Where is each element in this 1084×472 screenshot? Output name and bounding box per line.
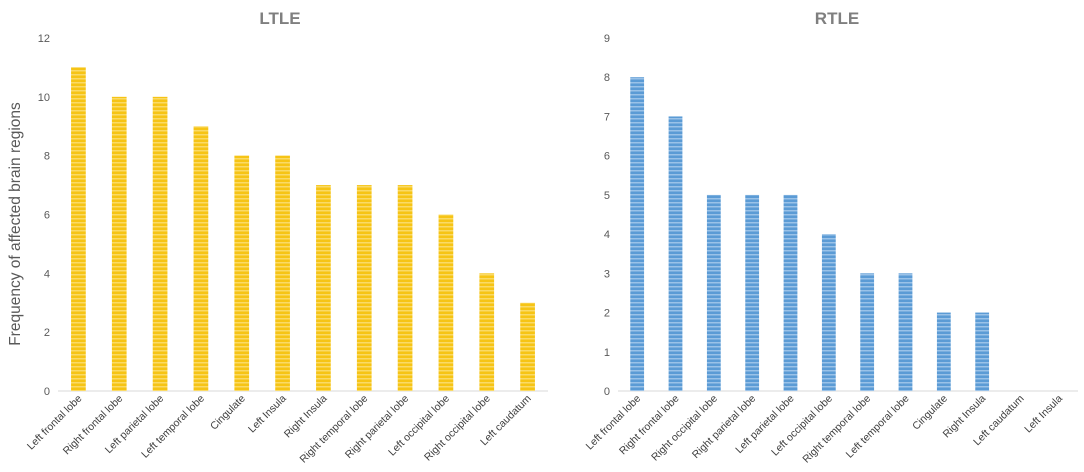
bar bbox=[193, 126, 209, 391]
y-tick-label: 5 bbox=[604, 190, 610, 202]
y-tick-label: 7 bbox=[604, 111, 610, 123]
x-tick-label: Right occipital lobe bbox=[649, 393, 720, 464]
x-tick-label: Cingulate bbox=[910, 393, 950, 433]
bar bbox=[975, 312, 990, 391]
bar bbox=[316, 185, 331, 391]
x-tick-label: Left Insula bbox=[246, 393, 289, 436]
y-tick-label: 0 bbox=[604, 386, 610, 398]
bar bbox=[783, 194, 798, 391]
bar bbox=[71, 67, 86, 392]
y-tick-label: 3 bbox=[604, 268, 610, 280]
bar bbox=[111, 96, 127, 391]
y-tick-label: 1 bbox=[604, 347, 610, 359]
y-tick-label: 2 bbox=[44, 327, 50, 339]
chart-title-ltle: LTLE bbox=[259, 9, 300, 28]
y-tick-label: 8 bbox=[604, 72, 610, 84]
bar bbox=[630, 77, 645, 391]
bar bbox=[898, 273, 913, 391]
y-tick-label: 0 bbox=[44, 386, 50, 398]
y-tick-label: 12 bbox=[38, 33, 50, 45]
x-tick-label: Right temporal lobe bbox=[297, 393, 370, 466]
bar bbox=[275, 155, 290, 391]
y-tick-label: 4 bbox=[604, 229, 610, 241]
y-tick-label: 6 bbox=[44, 210, 50, 222]
y-tick-label: 6 bbox=[604, 151, 610, 163]
y-tick-label: 8 bbox=[44, 151, 50, 163]
x-tick-label: Cingulate bbox=[208, 393, 248, 433]
y-tick-label: 9 bbox=[604, 33, 610, 45]
bar bbox=[234, 155, 250, 391]
y-tick-label: 4 bbox=[44, 268, 50, 280]
bar bbox=[668, 116, 683, 391]
bar bbox=[520, 302, 535, 391]
bar bbox=[706, 194, 721, 391]
bar bbox=[356, 185, 372, 391]
x-tick-label: Right temporal lobe bbox=[800, 393, 873, 466]
chart-title-rtle: RTLE bbox=[815, 9, 859, 28]
bar bbox=[745, 194, 760, 391]
bar bbox=[438, 214, 454, 391]
x-tick-label: Left Insula bbox=[1022, 393, 1065, 436]
bar bbox=[860, 273, 875, 391]
bar bbox=[936, 312, 951, 391]
y-axis-label: Frequency of affected brain regions bbox=[7, 102, 24, 346]
bar bbox=[479, 273, 495, 391]
y-tick-label: 2 bbox=[604, 308, 610, 320]
bar bbox=[152, 96, 168, 391]
bar bbox=[821, 234, 836, 391]
y-tick-label: 10 bbox=[38, 92, 50, 104]
bar bbox=[397, 185, 413, 391]
